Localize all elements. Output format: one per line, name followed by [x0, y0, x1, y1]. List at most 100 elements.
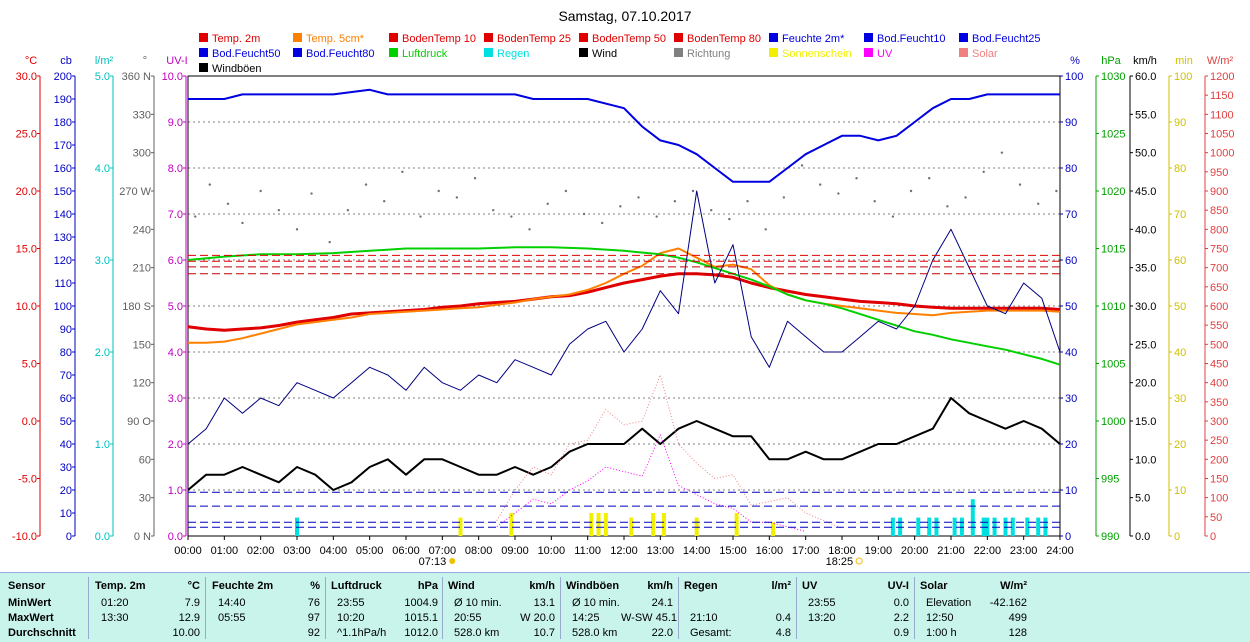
bar-regen [1036, 517, 1041, 536]
x-tick-label: 01:00 [211, 545, 239, 557]
axis-tick-label: 150 [133, 339, 151, 351]
axis-tick-label: 170 [54, 140, 72, 152]
x-tick-label: 17:00 [792, 545, 820, 557]
direction-point [241, 221, 244, 225]
stats-wind-value: 13.1 [533, 597, 555, 609]
x-tick-label: 24:00 [1046, 545, 1074, 557]
stats-header-press: Luftdruck [331, 580, 382, 592]
axis-tick-label: 50 [1210, 512, 1222, 524]
x-tick-label: 14:00 [683, 545, 711, 557]
axis-tick-label: 1150 [1210, 90, 1234, 102]
stats-rain-value: 0.4 [775, 612, 791, 624]
direction-point [982, 170, 985, 174]
axis-tick-label: 270 W [119, 186, 151, 198]
direction-point [419, 215, 422, 218]
series-luftdruck [187, 246, 1061, 366]
stats-rain-info: 21:10 [690, 612, 718, 624]
axis-tick-label: 1000 [1210, 148, 1234, 160]
direction-point [800, 164, 804, 167]
legend-swatch [484, 48, 493, 57]
axis-tick-label: 330 [133, 109, 151, 121]
axis-tick-label: 1020 [1101, 186, 1125, 198]
legend-label: BodenTemp 80 [687, 33, 761, 45]
stats-press-value: 1004.9 [404, 597, 438, 609]
sunrise-label: 07:13 [419, 556, 447, 568]
stats-separator [205, 577, 206, 639]
axis-tick-label: 25.0 [16, 129, 37, 141]
axis-tick-label: 4.0 [168, 347, 183, 359]
bar-sonnenschein [651, 513, 656, 536]
legend-swatch [674, 48, 683, 57]
axis-tick-label: 50 [1174, 301, 1186, 313]
axis-tick-label: 80 [60, 347, 72, 359]
series-wind [187, 397, 1061, 491]
stats-header-uv: UV [802, 580, 818, 592]
axis-tick-label: 990 [1101, 531, 1119, 543]
legend-label: Temp. 2m [212, 33, 260, 45]
x-tick-label: 03:00 [283, 545, 311, 557]
direction-point [401, 170, 404, 174]
stats-wind-info: 528.0 km [454, 627, 500, 639]
axis-tick-label: 9.0 [168, 117, 183, 129]
axis-tick-label: 400 [1210, 378, 1228, 390]
axis-unit: % [1070, 55, 1080, 67]
axis-tick-label: 500 [1210, 339, 1228, 351]
axis-tick-label: 0.0 [95, 531, 110, 543]
bar-regen [1010, 517, 1015, 536]
axis-tick-label: 80 [1174, 163, 1186, 175]
stats-header-hum-unit: % [310, 580, 320, 592]
axis-tick-label: 10 [1065, 485, 1077, 497]
stats-wind-value: 10.7 [533, 627, 555, 639]
stats-separator [88, 577, 89, 639]
axis-tick-label: 550 [1210, 320, 1228, 332]
chart-axes: °C 30.0 25.0 20.0 15.0 10.0 5.0 0.0 -5.0 -10.0 cb 2… [12, 55, 1235, 543]
axis-tick-label: 40.0 [1135, 224, 1156, 236]
legend-label: Bod.Feucht10 [877, 33, 946, 45]
axis-tick-label: 0.0 [168, 531, 183, 543]
stats-hum-info: 05:55 [218, 612, 246, 624]
stats-rain-value: 4.8 [775, 627, 791, 639]
axis-unit: W/m² [1207, 55, 1234, 67]
direction-point [259, 189, 262, 193]
stats-separator [560, 577, 561, 639]
axis-tick-label: 350 [1210, 397, 1228, 409]
axis-tick-label: 60.0 [1135, 71, 1156, 83]
axis-tick-label: 700 [1210, 263, 1228, 275]
chart-title: Samstag, 07.10.2017 [558, 8, 691, 24]
stats-press-info: ^1.1hPa/h [337, 627, 387, 639]
legend-label: Feuchte 2m* [782, 33, 845, 45]
stats-header-sensor: Sensor [8, 580, 46, 592]
axis-tick-label: 450 [1210, 359, 1228, 371]
axis-tick-label: 190 [54, 94, 72, 106]
axis-tick-label: 160 [54, 163, 72, 175]
stats-uv-value: 0.9 [893, 627, 909, 639]
direction-point [194, 215, 197, 218]
legend-swatch [199, 63, 208, 72]
axis-tick-label: 100 [1210, 493, 1228, 505]
stats-gust-value: W-SW 45.1 [621, 612, 678, 624]
axis-tick-label: 50.0 [1135, 148, 1156, 160]
legend-swatch [389, 48, 398, 57]
legend-swatch [293, 48, 302, 57]
stats-row-label: MinWert [8, 597, 52, 609]
axis-tick-label: 50 [1065, 301, 1077, 313]
axis-tick-label: 40 [60, 439, 72, 451]
stats-solar-info: 1:00 h [926, 627, 957, 639]
axis-tick-label: 20 [1065, 439, 1077, 451]
axis-tick-label: 180 S [122, 301, 151, 313]
sunset-icon [855, 557, 863, 565]
stats-temp-value: 12.9 [178, 612, 200, 624]
axis-tick-label: 4.0 [95, 163, 110, 175]
direction-point [891, 215, 895, 218]
legend-swatch [389, 33, 398, 42]
legend-label: BodenTemp 10 [402, 33, 476, 45]
axis-tick-label: 600 [1210, 301, 1228, 313]
stats-solar-info: 12:50 [926, 612, 954, 624]
legend-swatch [199, 48, 208, 57]
bar-regen [916, 517, 921, 536]
axis-tick-label: 1050 [1210, 129, 1234, 141]
direction-point [746, 200, 749, 203]
stats-press-info: 23:55 [337, 597, 365, 609]
axis-tick-label: 1030 [1101, 71, 1125, 83]
axis-tick-label: 70 [1065, 209, 1077, 221]
